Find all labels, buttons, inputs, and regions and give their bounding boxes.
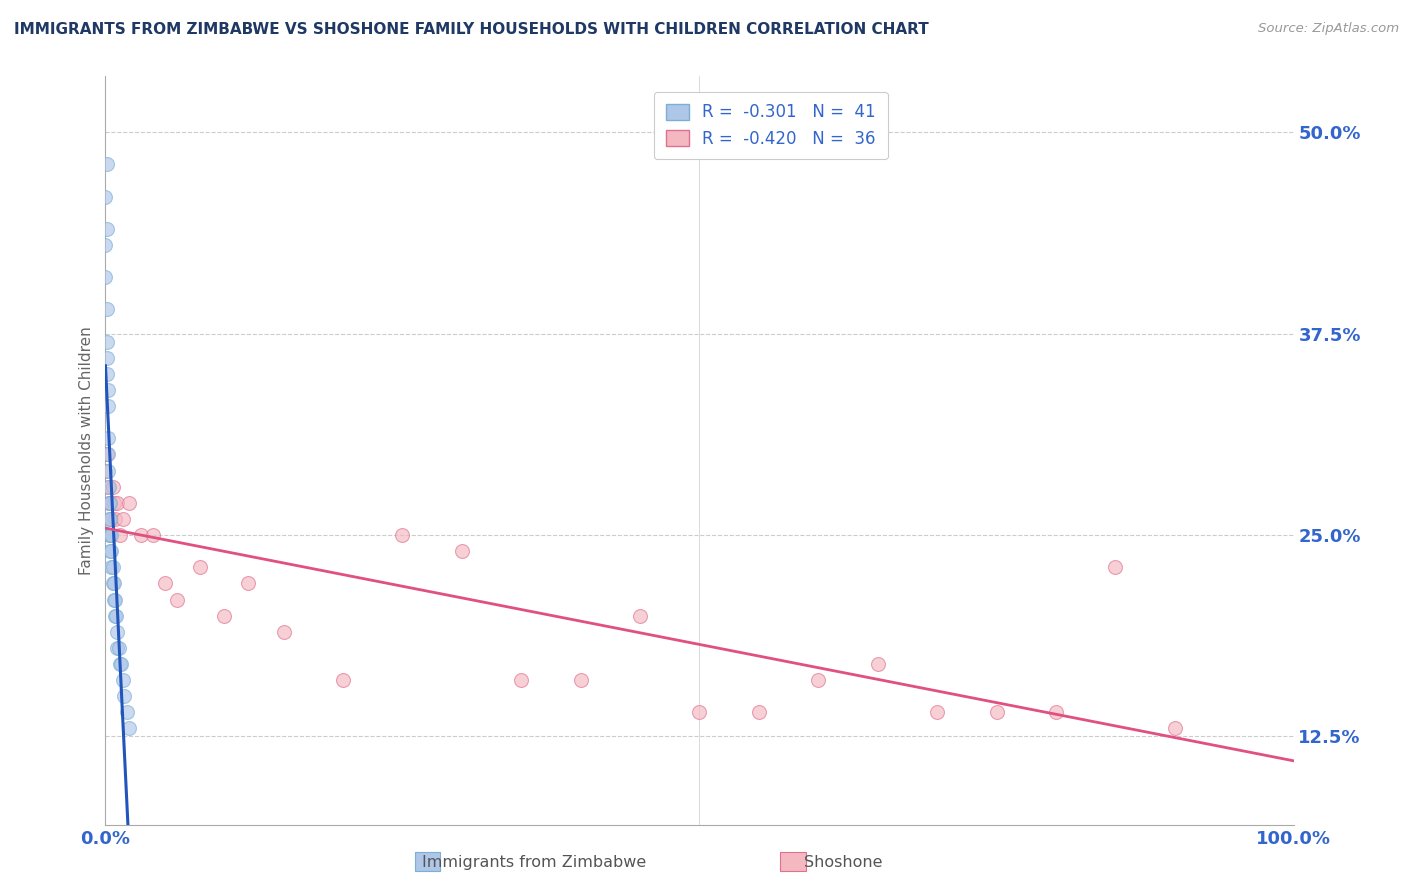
Point xyxy=(510,673,533,687)
Point xyxy=(112,673,135,687)
Text: Source: ZipAtlas.com: Source: ZipAtlas.com xyxy=(1258,22,1399,36)
Point xyxy=(94,238,117,252)
FancyBboxPatch shape xyxy=(415,852,440,871)
Point xyxy=(569,673,592,687)
Point xyxy=(105,624,128,639)
Point xyxy=(1045,706,1067,720)
Point xyxy=(98,496,121,510)
Point xyxy=(94,189,117,203)
Point xyxy=(108,528,131,542)
Point xyxy=(100,560,122,574)
Point xyxy=(112,512,135,526)
Point xyxy=(108,657,131,671)
Point xyxy=(97,464,120,478)
Point xyxy=(100,528,122,542)
Point xyxy=(273,624,295,639)
Point xyxy=(1164,722,1187,736)
FancyBboxPatch shape xyxy=(780,852,806,871)
Point xyxy=(98,528,121,542)
Point xyxy=(166,592,188,607)
Point xyxy=(98,528,121,542)
Point xyxy=(97,448,120,462)
Point xyxy=(118,722,141,736)
Point xyxy=(97,480,120,494)
Point xyxy=(103,592,125,607)
Point xyxy=(94,464,117,478)
Legend: R =  -0.301   N =  41, R =  -0.420   N =  36: R = -0.301 N = 41, R = -0.420 N = 36 xyxy=(654,92,887,160)
Point xyxy=(96,157,118,171)
Point xyxy=(748,706,770,720)
Point xyxy=(142,528,165,542)
Point xyxy=(103,576,125,591)
Point xyxy=(107,640,129,655)
Point xyxy=(97,431,120,445)
Point xyxy=(689,706,711,720)
Text: Shoshone: Shoshone xyxy=(804,855,883,870)
Point xyxy=(105,640,128,655)
Point xyxy=(96,448,118,462)
Point xyxy=(105,496,128,510)
Point xyxy=(925,706,948,720)
Point xyxy=(104,512,127,526)
Point xyxy=(101,560,124,574)
Point xyxy=(236,576,259,591)
Point xyxy=(96,367,118,381)
Point xyxy=(866,657,889,671)
Point xyxy=(98,496,121,510)
Text: Immigrants from Zimbabwe: Immigrants from Zimbabwe xyxy=(422,855,647,870)
Point xyxy=(96,351,118,365)
Point xyxy=(103,496,125,510)
Point xyxy=(110,657,132,671)
Point xyxy=(214,608,236,623)
Point xyxy=(104,608,127,623)
Point xyxy=(332,673,354,687)
Point xyxy=(100,512,122,526)
Point xyxy=(114,689,136,703)
Point xyxy=(96,302,118,317)
Text: IMMIGRANTS FROM ZIMBABWE VS SHOSHONE FAMILY HOUSEHOLDS WITH CHILDREN CORRELATION: IMMIGRANTS FROM ZIMBABWE VS SHOSHONE FAM… xyxy=(14,22,929,37)
Point xyxy=(98,496,121,510)
Point xyxy=(97,383,120,397)
Point xyxy=(129,528,152,542)
Point xyxy=(391,528,413,542)
Point xyxy=(96,334,118,349)
Point xyxy=(153,576,176,591)
Point xyxy=(628,608,651,623)
Point xyxy=(101,480,124,494)
Point xyxy=(104,592,127,607)
Point xyxy=(1104,560,1126,574)
Point xyxy=(190,560,212,574)
Point xyxy=(100,544,122,558)
Point xyxy=(807,673,830,687)
Point xyxy=(98,496,121,510)
Point xyxy=(101,576,124,591)
Point xyxy=(118,496,141,510)
Point xyxy=(986,706,1008,720)
Point xyxy=(98,512,121,526)
Point xyxy=(98,512,121,526)
Point xyxy=(115,706,138,720)
Point xyxy=(450,544,472,558)
Point xyxy=(98,480,121,494)
Y-axis label: Family Households with Children: Family Households with Children xyxy=(79,326,94,574)
Point xyxy=(96,222,118,236)
Point xyxy=(98,544,121,558)
Point xyxy=(94,270,117,285)
Point xyxy=(97,399,120,413)
Point xyxy=(105,608,128,623)
